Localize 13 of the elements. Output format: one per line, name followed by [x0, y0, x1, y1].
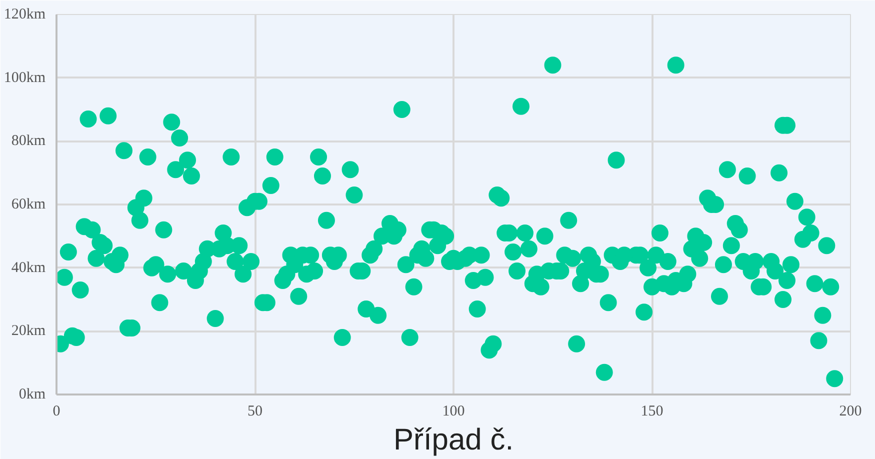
x-tick-label: 50 — [248, 404, 262, 420]
y-tick-label: 40km — [11, 260, 46, 276]
x-tick-label: 100 — [442, 404, 465, 420]
y-tick-label: 120km — [4, 6, 46, 22]
y-tick-label: 100km — [4, 70, 46, 86]
x-tick-label: 200 — [839, 404, 862, 420]
x-tick-label: 150 — [640, 404, 664, 420]
y-tick-label: 80km — [11, 133, 46, 150]
y-tick-label: 60km — [11, 196, 46, 212]
x-tick-label: 0 — [52, 404, 60, 420]
y-tick-label: 20km — [11, 323, 46, 340]
y-tick-label: 0km — [18, 386, 46, 402]
x-axis-title: Případ č. — [393, 424, 514, 456]
